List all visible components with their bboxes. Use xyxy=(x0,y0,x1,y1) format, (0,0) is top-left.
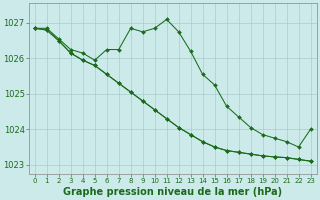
X-axis label: Graphe pression niveau de la mer (hPa): Graphe pression niveau de la mer (hPa) xyxy=(63,187,282,197)
